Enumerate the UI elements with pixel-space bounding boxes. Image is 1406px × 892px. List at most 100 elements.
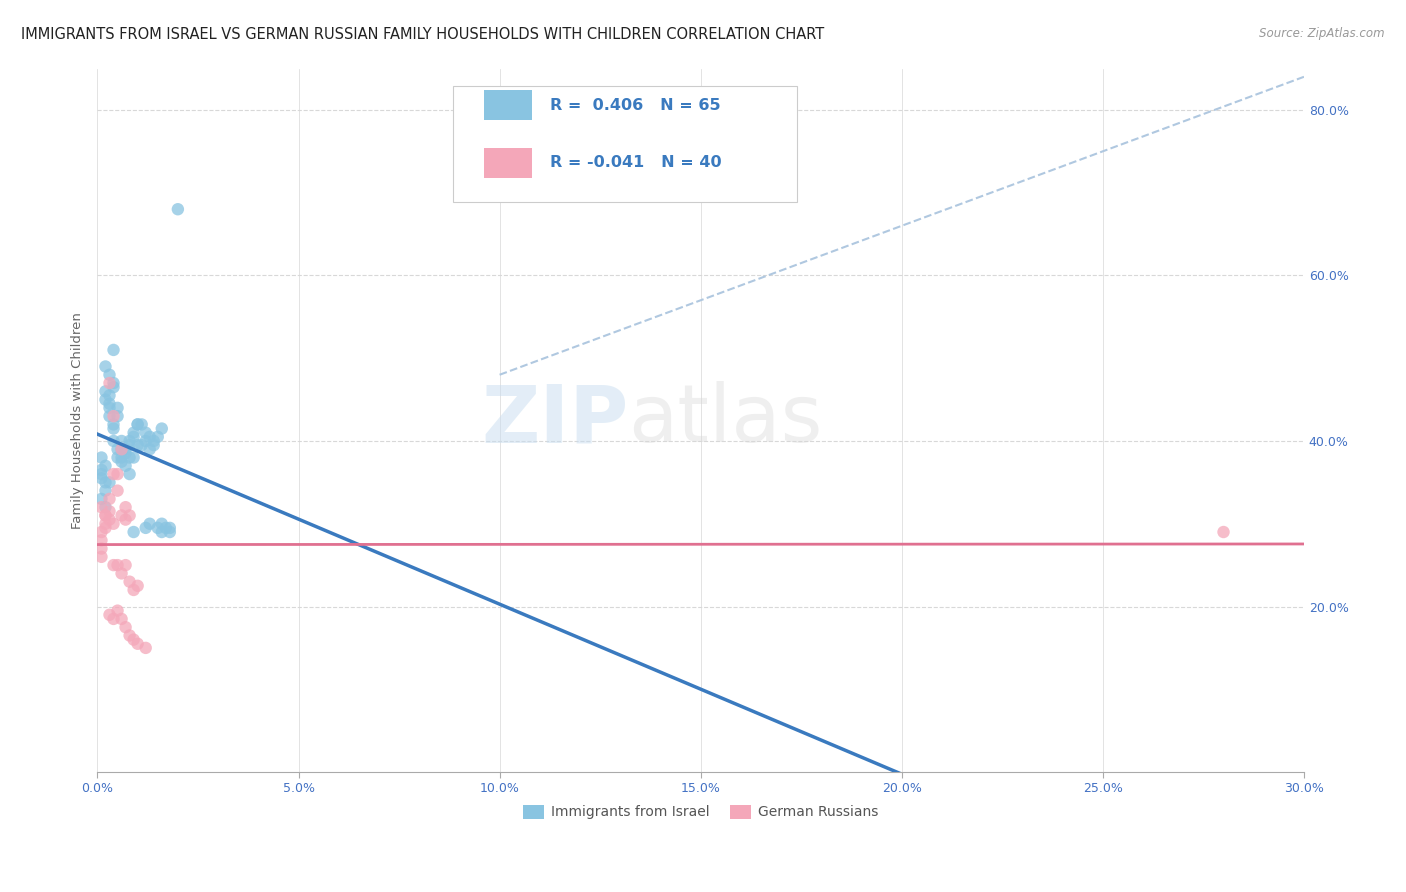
Point [94,521,117,535]
Text: R =  0.406   N = 65: R = 0.406 N = 65 [550,97,720,112]
Point [114,513,136,527]
Point [114,442,136,457]
Legend: Immigrants from Israel, German Russians: Immigrants from Israel, German Russians [517,799,884,825]
Point [122,430,145,444]
Point [98,388,121,402]
Point [122,450,145,465]
Point [122,632,145,647]
Point [127,417,149,432]
Point [98,376,121,390]
Point [127,637,149,651]
Point [98,397,121,411]
Point [107,558,129,573]
Point [150,516,173,531]
Point [127,579,149,593]
FancyBboxPatch shape [453,87,797,202]
Point [90,463,112,477]
Point [114,446,136,460]
Point [90,491,112,506]
Point [135,521,157,535]
Text: IMMIGRANTS FROM ISRAEL VS GERMAN RUSSIAN FAMILY HOUSEHOLDS WITH CHILDREN CORRELA: IMMIGRANTS FROM ISRAEL VS GERMAN RUSSIAN… [21,27,824,42]
Point [110,455,132,469]
Point [135,640,157,655]
Point [94,458,117,473]
Point [103,421,125,435]
Text: R = -0.041   N = 40: R = -0.041 N = 40 [550,155,721,170]
Point [110,612,132,626]
Point [98,607,121,622]
Point [159,524,181,539]
Point [94,508,117,523]
Point [94,508,117,523]
Point [110,508,132,523]
Point [167,202,190,217]
Point [150,524,173,539]
Point [90,450,112,465]
Text: ZIP: ZIP [481,381,628,459]
Point [90,533,112,548]
Point [107,483,129,498]
Point [118,450,141,465]
Point [118,438,141,452]
Point [142,438,165,452]
Point [127,417,149,432]
Point [103,558,125,573]
Point [135,425,157,440]
Point [110,450,132,465]
Point [131,417,153,432]
Point [155,521,177,535]
Point [103,516,125,531]
Point [114,458,136,473]
Point [98,491,121,506]
Point [138,516,160,531]
Point [122,524,145,539]
Point [90,500,112,515]
Point [159,521,181,535]
Point [110,442,132,457]
Point [114,620,136,634]
Point [103,417,125,432]
Point [107,467,129,481]
Point [135,434,157,448]
Point [90,467,112,481]
Point [142,434,165,448]
Point [114,558,136,573]
Point [118,574,141,589]
Point [146,521,169,535]
Point [114,500,136,515]
Point [103,409,125,424]
Point [131,438,153,452]
Point [94,359,117,374]
Point [122,582,145,597]
Point [118,628,141,642]
Point [98,368,121,382]
Point [94,516,117,531]
Point [90,471,112,485]
Point [107,450,129,465]
Point [103,343,125,357]
Point [107,442,129,457]
FancyBboxPatch shape [484,90,531,120]
Point [107,604,129,618]
Point [98,475,121,490]
Point [110,434,132,448]
Y-axis label: Family Households with Children: Family Households with Children [72,312,84,529]
Point [98,513,121,527]
Point [118,434,141,448]
Point [118,508,141,523]
Point [103,612,125,626]
Point [103,434,125,448]
Point [138,442,160,457]
Point [98,409,121,424]
Point [122,425,145,440]
Point [98,504,121,518]
FancyBboxPatch shape [484,148,531,178]
Text: atlas: atlas [628,381,823,459]
Point [98,401,121,415]
Point [110,566,132,581]
Text: Source: ZipAtlas.com: Source: ZipAtlas.com [1260,27,1385,40]
Point [90,524,112,539]
Point [103,376,125,390]
Point [103,467,125,481]
Point [94,483,117,498]
